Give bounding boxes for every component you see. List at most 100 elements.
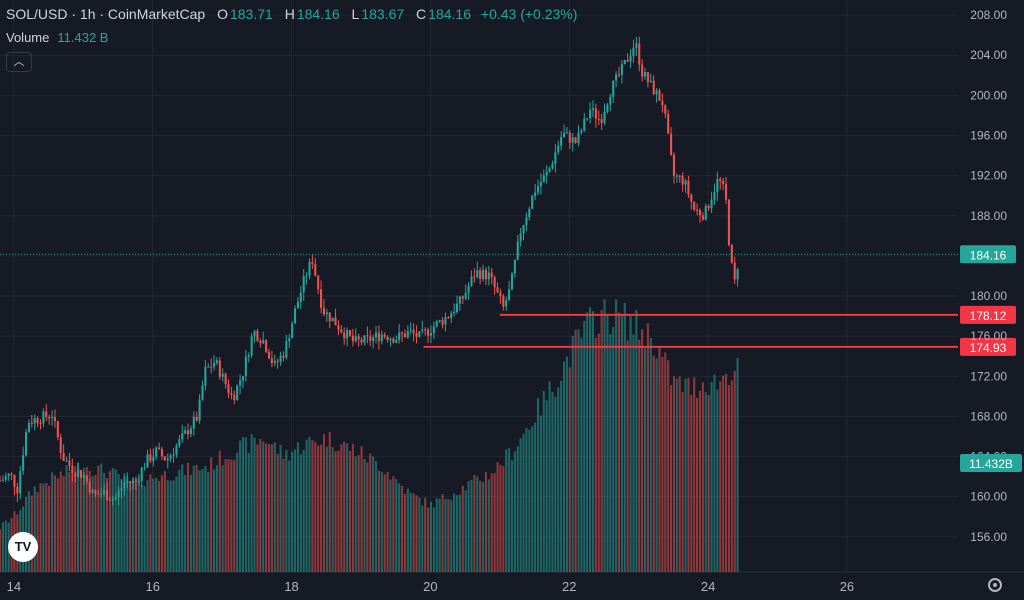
- last-price-badge: [960, 245, 1016, 264]
- candle-body: [244, 356, 247, 377]
- candle-body: [123, 482, 126, 489]
- candle-body: [30, 422, 33, 424]
- candle-body: [181, 433, 184, 440]
- volume-bar: [169, 480, 172, 572]
- candle-body: [114, 497, 117, 500]
- candle-body: [635, 43, 638, 48]
- candle-body: [293, 308, 297, 324]
- volume-bar: [340, 444, 343, 572]
- volume-bar: [571, 335, 574, 572]
- volume-bar: [123, 473, 126, 572]
- volume-bar: [172, 480, 175, 572]
- volume-bar: [137, 474, 140, 572]
- candle-body: [184, 430, 187, 434]
- volume-bar: [736, 357, 739, 572]
- candle-body: [189, 428, 192, 435]
- candle-body: [279, 355, 282, 362]
- candle-body: [623, 60, 626, 65]
- candle-body: [401, 332, 404, 334]
- volume-bar: [27, 491, 30, 572]
- volume-bar: [531, 426, 534, 572]
- volume-bar: [603, 299, 606, 572]
- candle-body: [562, 132, 566, 137]
- volume-bar: [560, 380, 563, 572]
- candle-body: [615, 74, 618, 81]
- candle-body: [418, 331, 421, 337]
- volume-bar: [267, 444, 271, 572]
- x-tick-label: 20: [423, 579, 437, 594]
- candle-body: [701, 215, 704, 220]
- settings-gear-icon[interactable]: [988, 578, 1002, 592]
- volume-bar: [62, 476, 65, 572]
- candle-body: [554, 152, 557, 164]
- candle-body: [560, 136, 563, 146]
- candle-body: [36, 418, 39, 424]
- volume-bar: [620, 314, 623, 572]
- candle-body: [574, 137, 577, 143]
- volume-bar: [658, 346, 661, 572]
- volume-bar: [389, 479, 392, 572]
- volume-bar: [270, 444, 273, 572]
- tradingview-logo[interactable]: TV: [8, 532, 38, 562]
- volume-bar: [291, 451, 294, 572]
- candle-body: [586, 118, 589, 120]
- axes: 156.00160.00164.00168.00172.00176.00180.…: [0, 8, 1022, 594]
- volume-bar: [427, 507, 430, 572]
- candle-body: [568, 132, 571, 143]
- candle-body: [696, 209, 699, 211]
- volume-bar: [415, 495, 418, 572]
- volume-bar: [438, 498, 441, 572]
- candle-body: [522, 225, 525, 234]
- volume-bar: [528, 429, 531, 572]
- volume-bar: [380, 471, 383, 572]
- volume-bar: [412, 493, 415, 572]
- volume-bar: [250, 434, 253, 572]
- candle-body: [103, 490, 106, 495]
- volume-bar: [120, 479, 123, 572]
- y-tick-label: 180.00: [970, 289, 1007, 303]
- candle-body: [39, 423, 42, 425]
- volume-bar: [534, 422, 537, 572]
- candle-body: [438, 319, 441, 322]
- volume-bar: [667, 360, 670, 572]
- volume-bar: [114, 469, 117, 572]
- volume-bar: [201, 468, 204, 572]
- candle-body: [236, 385, 239, 401]
- volume-bar: [649, 337, 652, 572]
- candle-body: [672, 154, 675, 176]
- volume-bar: [247, 452, 250, 572]
- candle-body: [447, 317, 450, 319]
- candle-body: [499, 292, 502, 297]
- candle-body: [16, 486, 19, 494]
- candle-body: [629, 56, 632, 62]
- candle-body: [207, 366, 210, 368]
- level-price-label: 178.12: [970, 309, 1007, 323]
- candle-body: [42, 411, 45, 424]
- candle-body: [224, 373, 227, 385]
- candle-body: [366, 335, 369, 337]
- volume-bar: [479, 480, 482, 572]
- symbol-title[interactable]: SOL/USD · 1h · CoinMarketCap: [6, 6, 206, 22]
- candles: [0, 36, 739, 506]
- volume-bar: [163, 471, 166, 572]
- volume-bar: [594, 338, 597, 572]
- candle-body: [412, 330, 415, 334]
- volume-bar: [678, 376, 681, 572]
- candle-body: [603, 112, 606, 123]
- collapse-legend-button[interactable]: ︿: [6, 52, 32, 72]
- candle-body: [693, 201, 696, 210]
- volume-bar: [103, 473, 106, 572]
- volume-bar: [652, 355, 655, 572]
- candle-body: [213, 362, 216, 367]
- volume-bar: [129, 481, 132, 572]
- candle-body: [250, 336, 253, 356]
- volume-bar: [328, 432, 331, 572]
- candle-body: [346, 330, 349, 339]
- candle-body: [24, 432, 28, 456]
- candle-body: [617, 74, 621, 76]
- candle-body: [484, 269, 487, 280]
- candle-body: [461, 296, 464, 299]
- candle-body: [166, 458, 169, 461]
- volume-bar: [710, 381, 713, 572]
